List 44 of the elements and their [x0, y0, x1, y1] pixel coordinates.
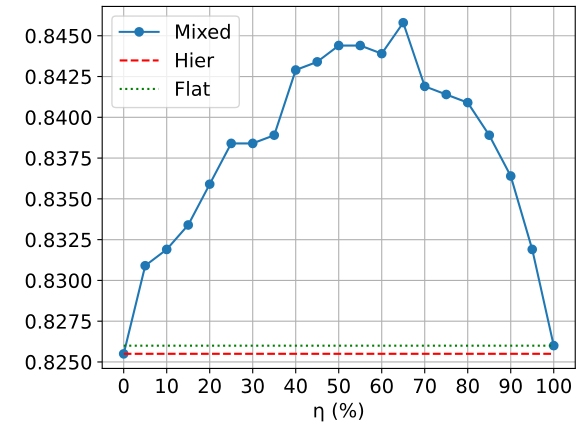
x-tick-label: 60: [370, 378, 393, 394]
point: [398, 18, 408, 28]
x-tick-label: 30: [242, 378, 264, 394]
legend-label: Flat: [176, 80, 210, 96]
point: [248, 138, 258, 148]
y-tick-label: 0.8275: [26, 314, 91, 329]
point: [484, 130, 494, 140]
point: [548, 340, 559, 351]
y-tick-label: 0.8425: [26, 69, 91, 84]
point: [462, 98, 473, 108]
point: [376, 48, 387, 59]
y-tick-label: 0.8375: [26, 151, 91, 166]
x-tick-label: 0: [118, 378, 129, 394]
x-tick-label: 10: [156, 378, 178, 394]
legend-label: Mixed: [176, 24, 230, 39]
point: [204, 179, 215, 190]
x-axis-title: η (%): [314, 402, 364, 422]
y-tick-label: 0.8300: [26, 273, 92, 288]
x-tick-label: 50: [328, 378, 350, 394]
point: [334, 40, 344, 50]
point: [269, 130, 280, 140]
point: [441, 90, 452, 100]
point: [226, 138, 236, 148]
point: [527, 244, 538, 254]
point: [183, 220, 194, 230]
point: [420, 81, 430, 92]
x-tick-label: 70: [414, 378, 436, 394]
y-tick-label: 0.8325: [26, 232, 91, 248]
legend-label: Hier: [176, 52, 214, 68]
point: [312, 56, 322, 67]
y-tick-label: 0.8350: [26, 192, 92, 207]
y-tick-label: 0.8400: [26, 110, 92, 125]
x-tick-label: 20: [198, 378, 221, 394]
point: [506, 171, 516, 181]
x-tick-label: 90: [500, 378, 522, 394]
y-tick-label: 0.8450: [26, 28, 92, 44]
point: [140, 260, 150, 271]
x-tick-label: 40: [284, 378, 307, 394]
y-tick-label: 0.8250: [26, 354, 92, 370]
point: [355, 40, 366, 50]
x-tick-label: 80: [456, 378, 479, 394]
point: [162, 244, 172, 254]
x-tick-label: 100: [537, 378, 572, 394]
point: [290, 65, 301, 75]
